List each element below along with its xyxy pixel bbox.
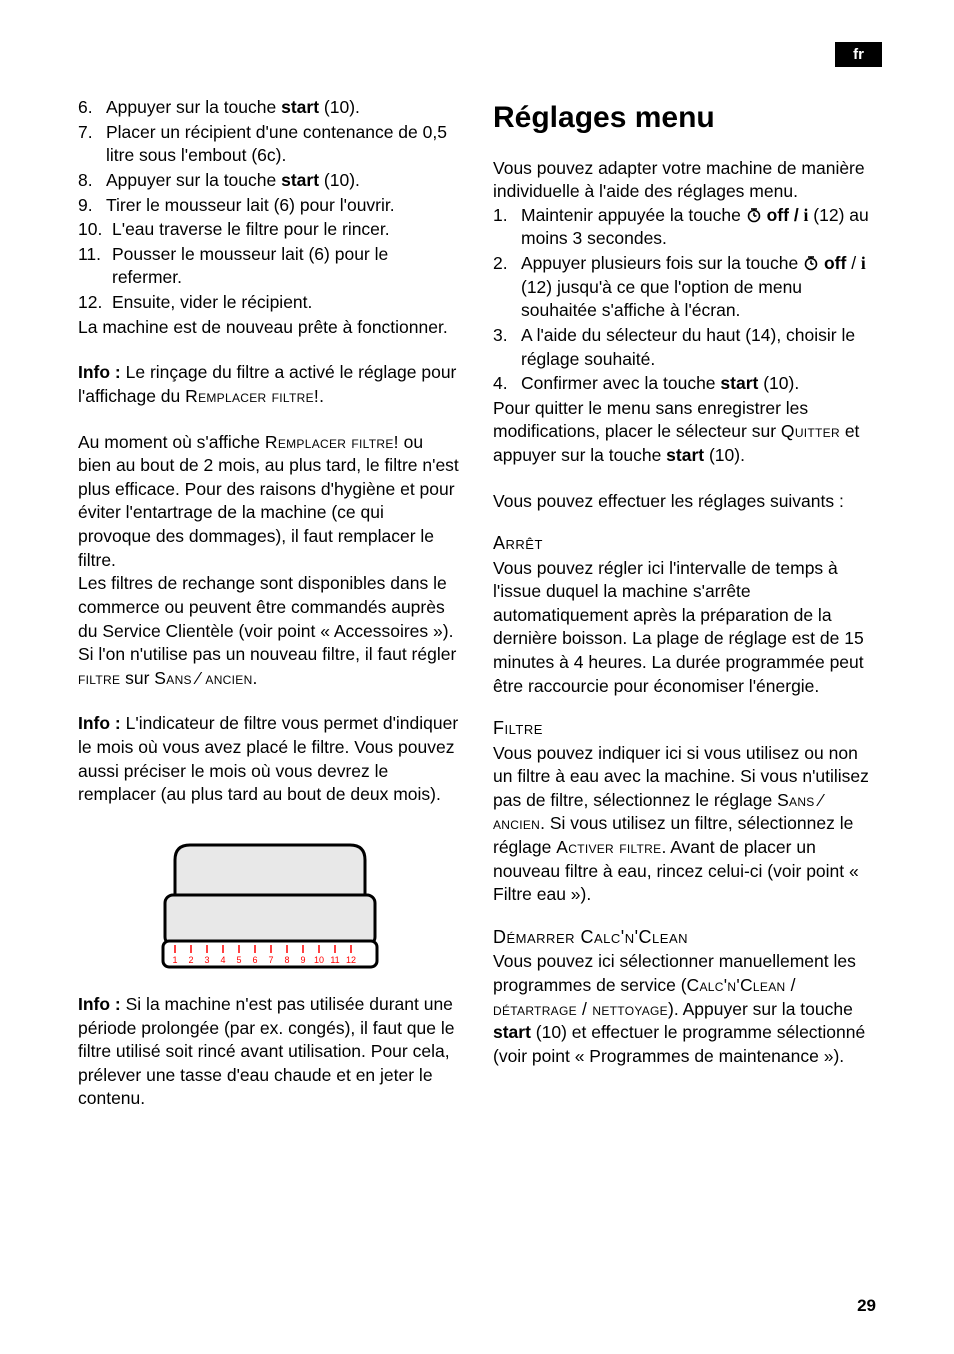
list-text: Ensuite, vider le récipient. bbox=[112, 291, 461, 315]
list-item: 6. Appuyer sur la touche start (10). bbox=[78, 96, 461, 120]
list-item: 11. Pousser le mousseur lait (6) pour le… bbox=[78, 243, 461, 290]
list-item: 1. Maintenir appuyée la touche off / i (… bbox=[493, 204, 876, 251]
list-text: Appuyer plusieurs fois sur la touche off… bbox=[521, 252, 876, 323]
page-body: 6. Appuyer sur la touche start (10). 7. … bbox=[78, 96, 876, 1294]
info-paragraph: Info : L'indicateur de filtre vous perme… bbox=[78, 712, 461, 807]
paragraph: La machine est de nouveau prête à foncti… bbox=[78, 316, 461, 340]
svg-text:9: 9 bbox=[300, 955, 305, 965]
list-number: 11. bbox=[78, 243, 112, 290]
subsection-label: Filtre bbox=[493, 716, 876, 740]
list-number: 8. bbox=[78, 169, 106, 193]
list-item: 12. Ensuite, vider le récipient. bbox=[78, 291, 461, 315]
language-badge: fr bbox=[835, 42, 882, 67]
info-paragraph: Info : Le rinçage du filtre a activé le … bbox=[78, 361, 461, 408]
list-item: 4. Confirmer avec la touche start (10). bbox=[493, 372, 876, 396]
page-number: 29 bbox=[857, 1296, 876, 1316]
list-text: A l'aide du sélecteur du haut (14), choi… bbox=[521, 324, 876, 371]
list-text: Appuyer sur la touche start (10). bbox=[106, 96, 461, 120]
list-item: 3. A l'aide du sélecteur du haut (14), c… bbox=[493, 324, 876, 371]
svg-text:3: 3 bbox=[204, 955, 209, 965]
list-text: Confirmer avec la touche start (10). bbox=[521, 372, 876, 396]
list-number: 9. bbox=[78, 194, 106, 218]
list-number: 6. bbox=[78, 96, 106, 120]
info-label: Info : bbox=[78, 994, 121, 1014]
list-number: 4. bbox=[493, 372, 521, 396]
filter-indicator-figure: 123 456 789 101112 bbox=[145, 825, 395, 975]
paragraph: Au moment où s'affiche Remplacer filtre!… bbox=[78, 431, 461, 573]
list-number: 12. bbox=[78, 291, 112, 315]
info-label: Info : bbox=[78, 713, 121, 733]
svg-text:7: 7 bbox=[268, 955, 273, 965]
paragraph: Vous pouvez effectuer les réglages suiva… bbox=[493, 490, 876, 514]
svg-text:10: 10 bbox=[313, 955, 323, 965]
paragraph: Vous pouvez indiquer ici si vous utilise… bbox=[493, 742, 876, 907]
paragraph: Pour quitter le menu sans enregistrer le… bbox=[493, 397, 876, 468]
subsection-label: Démarrer Calc'n'Clean bbox=[493, 925, 876, 949]
paragraph: Vous pouvez adapter votre machine de man… bbox=[493, 157, 876, 204]
list-number: 2. bbox=[493, 252, 521, 323]
svg-text:6: 6 bbox=[252, 955, 257, 965]
step-list: 6. Appuyer sur la touche start (10). 7. … bbox=[78, 96, 461, 315]
left-column: 6. Appuyer sur la touche start (10). 7. … bbox=[78, 96, 461, 1294]
subsection-label: Arrêt bbox=[493, 531, 876, 555]
svg-text:2: 2 bbox=[188, 955, 193, 965]
list-text: L'eau traverse le filtre pour le rincer. bbox=[112, 218, 461, 242]
list-text: Pousser le mousseur lait (6) pour le ref… bbox=[112, 243, 461, 290]
list-number: 7. bbox=[78, 121, 106, 168]
list-item: 10. L'eau traverse le filtre pour le rin… bbox=[78, 218, 461, 242]
list-text: Maintenir appuyée la touche off / i (12)… bbox=[521, 204, 876, 251]
info-paragraph: Info : Si la machine n'est pas utilisée … bbox=[78, 993, 461, 1111]
svg-text:4: 4 bbox=[220, 955, 225, 965]
clock-icon bbox=[746, 207, 762, 223]
info-label: Info : bbox=[78, 362, 121, 382]
list-text: Tirer le mousseur lait (6) pour l'ouvrir… bbox=[106, 194, 461, 218]
svg-text:12: 12 bbox=[345, 955, 355, 965]
clock-icon bbox=[803, 255, 819, 271]
paragraph: Vous pouvez ici sélectionner manuellemen… bbox=[493, 950, 876, 1068]
paragraph: Les filtres de rechange sont disponibles… bbox=[78, 572, 461, 690]
paragraph: Vous pouvez régler ici l'intervalle de t… bbox=[493, 557, 876, 699]
list-item: 7. Placer un récipient d'une contenance … bbox=[78, 121, 461, 168]
svg-text:8: 8 bbox=[284, 955, 289, 965]
svg-text:1: 1 bbox=[172, 955, 177, 965]
right-column: Réglages menu Vous pouvez adapter votre … bbox=[493, 96, 876, 1294]
list-item: 8. Appuyer sur la touche start (10). bbox=[78, 169, 461, 193]
list-item: 9. Tirer le mousseur lait (6) pour l'ouv… bbox=[78, 194, 461, 218]
list-item: 2. Appuyer plusieurs fois sur la touche … bbox=[493, 252, 876, 323]
step-list: 1. Maintenir appuyée la touche off / i (… bbox=[493, 204, 876, 396]
list-number: 10. bbox=[78, 218, 112, 242]
list-text: Appuyer sur la touche start (10). bbox=[106, 169, 461, 193]
section-heading: Réglages menu bbox=[493, 98, 876, 139]
list-text: Placer un récipient d'une contenance de … bbox=[106, 121, 461, 168]
svg-text:5: 5 bbox=[236, 955, 241, 965]
list-number: 3. bbox=[493, 324, 521, 371]
svg-text:11: 11 bbox=[330, 955, 339, 965]
list-number: 1. bbox=[493, 204, 521, 251]
